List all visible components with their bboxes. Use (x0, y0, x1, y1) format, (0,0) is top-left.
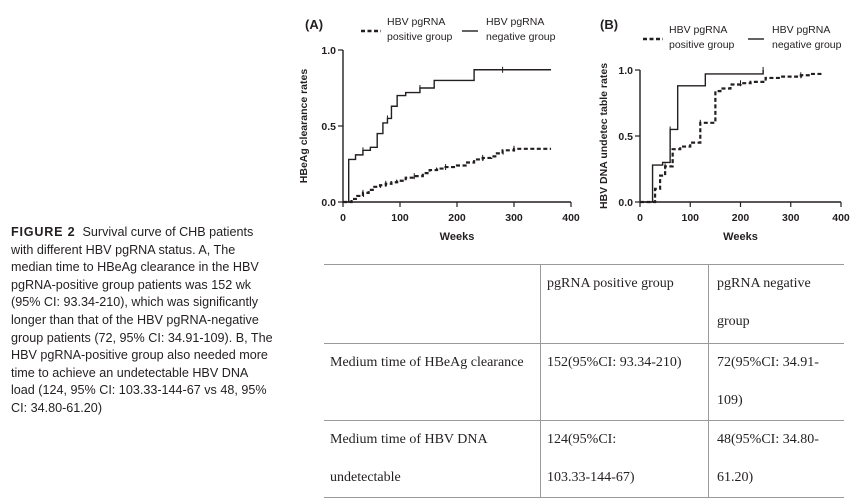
x-tick-label: 300 (782, 212, 800, 224)
series-line-positive (640, 72, 824, 204)
legend-label-positive: positive group (669, 39, 735, 51)
table-cell-positive: 152(95%CI: 93.34-210) (540, 343, 709, 421)
caption-title: FIGURE 2 (11, 225, 76, 239)
legend-label-negative: HBV pgRNA (772, 24, 830, 36)
x-tick-label: 300 (505, 212, 523, 224)
x-axis-label: Weeks (440, 231, 475, 243)
panel-label: (B) (600, 17, 618, 32)
y-axis-label: HBV DNA undetec table rates (598, 63, 610, 209)
x-tick-label: 0 (340, 212, 346, 224)
table-cell-negative: 72(95%CI: 34.91-109) (717, 355, 819, 408)
y-tick-label: 0.0 (618, 197, 633, 209)
figure-caption: FIGURE 2 Survival curve of CHB patients … (11, 224, 273, 418)
legend-label-negative: negative group (486, 31, 556, 43)
x-tick-label: 200 (448, 212, 466, 224)
x-tick-label: 400 (562, 212, 580, 224)
legend-label-positive: HBV pgRNA (669, 24, 727, 36)
y-tick-label: 0.5 (321, 121, 336, 133)
legend-label-negative: HBV pgRNA (486, 16, 544, 28)
table-header-negative: pgRNA negative group (708, 264, 844, 344)
y-tick-label: 1.0 (618, 65, 633, 77)
panel-label: (A) (305, 17, 323, 32)
table-header-row: pgRNA positive group pgRNA negative grou… (324, 264, 844, 344)
table-cell-negative: 48(95%CI: 34.80-61.20) (717, 432, 819, 485)
legend-label-positive: HBV pgRNA (387, 16, 445, 28)
legend-label-positive: positive group (387, 31, 453, 43)
caption-text: Survival curve of CHB patients with diff… (11, 225, 273, 415)
y-tick-label: 0.5 (618, 131, 633, 143)
legend-label-negative: negative group (772, 39, 842, 51)
table-cell-positive: 124(95%CI: 103.33-144-67) (540, 420, 709, 498)
series-line-positive (343, 147, 552, 204)
x-tick-label: 100 (681, 212, 699, 224)
y-tick-label: 1.0 (321, 45, 336, 57)
x-tick-label: 100 (391, 212, 409, 224)
x-axis-label: Weeks (723, 231, 758, 243)
series-line-negative (343, 69, 552, 203)
table-cell-label: Medium time of HBV DNA undetectable (324, 420, 541, 498)
y-axis-label: HBeAg clearance rates (298, 69, 310, 184)
y-tick-label: 0.0 (321, 197, 336, 209)
x-tick-label: 200 (732, 212, 750, 224)
median-time-table: pgRNA positive group pgRNA negative grou… (324, 264, 844, 498)
table-header-empty (324, 264, 541, 344)
chart-panel-a: (A) 0.0 0.5 1.0 0 100 200 300 400 Weeks HBeAg clea… (298, 16, 850, 243)
table-cell-label: Medium time of HBeAg clearance (324, 343, 541, 421)
x-tick-label: 400 (832, 212, 850, 224)
x-tick-label: 0 (637, 212, 643, 224)
table-header-positive: pgRNA positive group (540, 264, 709, 344)
table-row: Medium time of HBeAg clearance 152(95%CI… (324, 343, 844, 421)
series-line-negative (640, 70, 764, 203)
table-row: Medium time of HBV DNA undetectable 124(… (324, 420, 844, 498)
